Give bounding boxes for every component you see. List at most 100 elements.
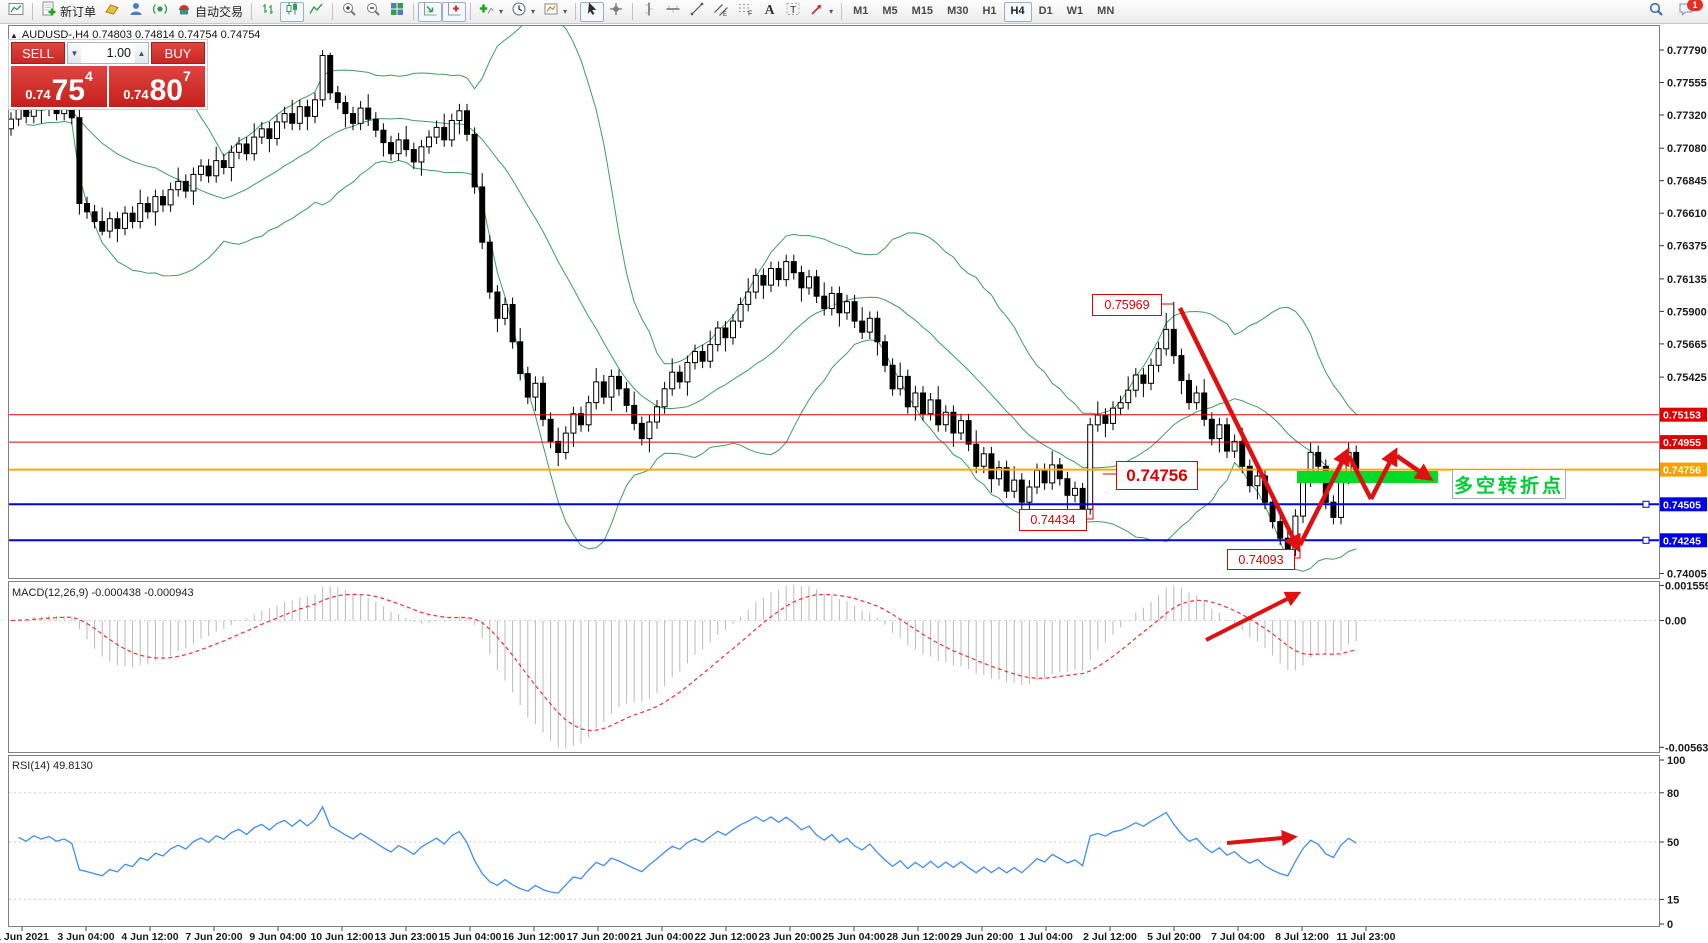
rsi-indicator-label: RSI(14) 49.8130 (12, 760, 93, 772)
svg-text:7 Jun 20:00: 7 Jun 20:00 (185, 931, 242, 943)
callout-connector (1293, 549, 1301, 559)
price-callout-0.74756[interactable]: 0.74756 (1116, 461, 1198, 490)
bar-chart-button[interactable] (256, 2, 280, 22)
timeframe-mn-button[interactable]: MN (1097, 4, 1115, 17)
chevron-down-icon: ▾ (829, 7, 834, 16)
chevron-down-icon: ▾ (531, 7, 536, 16)
sell-button[interactable]: SELL (11, 42, 65, 64)
svg-text:0.76610: 0.76610 (1667, 208, 1707, 220)
svg-text:0.75153: 0.75153 (1663, 410, 1701, 422)
zoom-out-button[interactable] (361, 2, 385, 22)
autotrade-button[interactable]: 自动交易 (172, 2, 247, 22)
trend-arrows[interactable] (1177, 307, 1434, 553)
profile-icon[interactable] (124, 2, 148, 22)
time-axis: 1 Jun 2021 3 Jun 04:00 4 Jun 12:00 7 Jun 20… (0, 927, 1396, 943)
svg-text:0.74005: 0.74005 (1667, 569, 1707, 581)
templates-button[interactable]: ▾ (539, 2, 571, 22)
deposit-icon[interactable] (100, 2, 124, 22)
toolbar-separator (575, 3, 577, 20)
volume-increase-button[interactable]: ▲ (135, 43, 148, 63)
timeframe-m5-button[interactable]: M5 (882, 4, 898, 17)
arrows-objects-button[interactable]: ▾ (805, 2, 837, 22)
svg-text:-0.005634: -0.005634 (1665, 742, 1708, 754)
svg-text:F: F (748, 11, 752, 18)
candles-layer (9, 50, 1360, 562)
indicators-icon (479, 1, 495, 22)
toolbar: 新订单 自动交易 ▾ ▾ ▾ E F A T ▾ M1 M5 M15 M30 H1 H4 D1 W1 MN 1 (0, 0, 1708, 24)
notification-badge: 1 (1687, 0, 1703, 11)
rsi-panel[interactable] (8, 755, 1660, 927)
svg-text:0.74756: 0.74756 (1663, 465, 1701, 477)
line-chart-button[interactable] (304, 2, 328, 22)
buy-button[interactable]: BUY (151, 42, 205, 64)
chat-button[interactable]: 1 (1674, 0, 1703, 22)
svg-text:13 Jun 23:00: 13 Jun 23:00 (374, 931, 437, 943)
turning-point-text-label[interactable]: 多空转折点 (1452, 469, 1566, 499)
macd-indicator-label: MACD(12,26,9) -0.000438 -0.000943 (12, 587, 194, 599)
fibonacci-button[interactable]: F (733, 2, 757, 22)
zoom-in-button[interactable] (337, 2, 361, 22)
tile-windows-button[interactable] (385, 2, 409, 22)
svg-text:5 Jul 20:00: 5 Jul 20:00 (1147, 931, 1201, 943)
price-callout-0.74093[interactable]: 0.74093 (1227, 549, 1295, 570)
svg-text:28 Jun 12:00: 28 Jun 12:00 (886, 931, 949, 943)
price-callout-0.74434[interactable]: 0.74434 (1019, 509, 1087, 531)
rsi-arrow[interactable] (1226, 830, 1298, 846)
new-order-button[interactable]: 新订单 (37, 1, 100, 22)
timeframe-m1-button[interactable]: M1 (853, 4, 869, 17)
sell-price-big: 75 (51, 74, 85, 108)
deposit-icon-icon (104, 1, 120, 22)
svg-text:23 Jun 20:00: 23 Jun 20:00 (758, 931, 821, 943)
sell-price[interactable]: 0.74 75 4 (11, 66, 107, 107)
timeframe-d1-button[interactable]: D1 (1038, 4, 1053, 17)
one-click-trading-panel: SELL ▼ ▲ BUY 0.74 75 4 0.74 80 7 (8, 39, 208, 110)
crosshair-button[interactable] (604, 2, 628, 22)
sell-price-small: 0.74 (25, 86, 51, 102)
timeframe-h4-button[interactable]: H4 (1003, 1, 1032, 22)
svg-text:0.77080: 0.77080 (1667, 143, 1707, 155)
volume-decrease-button[interactable]: ▼ (68, 43, 81, 63)
volume-input[interactable] (81, 43, 135, 63)
auto-scroll-button[interactable] (418, 1, 443, 22)
svg-text:15 Jun 04:00: 15 Jun 04:00 (438, 931, 501, 943)
buy-price[interactable]: 0.74 80 7 (109, 66, 205, 107)
indicators-button[interactable]: ▾ (475, 2, 507, 22)
svg-text:9 Jun 04:00: 9 Jun 04:00 (249, 931, 306, 943)
cursor-button[interactable] (580, 1, 605, 22)
svg-text:2 Jul 12:00: 2 Jul 12:00 (1083, 931, 1137, 943)
chart-shift-button[interactable] (442, 1, 467, 22)
symbol-ohlc-line: ▲ AUDUSD-,H4 0.74803 0.74814 0.74754 0.74… (10, 29, 260, 41)
horizontal-line-0.74245[interactable] (9, 536, 1659, 544)
turning-point-zone[interactable] (1297, 471, 1438, 483)
toolbar-separator (251, 3, 253, 20)
text-button[interactable]: A (757, 2, 781, 22)
chevron-down-icon: ▾ (563, 7, 568, 16)
svg-text:T: T (790, 4, 797, 16)
svg-text:0.74955: 0.74955 (1663, 437, 1701, 449)
text-label-button[interactable]: T (781, 2, 805, 22)
candlestick-chart-button[interactable] (280, 1, 305, 22)
macd-arrow[interactable] (1205, 591, 1302, 642)
horizontal-line-button[interactable] (661, 2, 685, 22)
timeframe-m30-button[interactable]: M30 (947, 4, 969, 17)
line-chart-icon (308, 1, 324, 22)
periods-button[interactable]: ▾ (507, 2, 539, 22)
macd-panel[interactable] (8, 581, 1660, 753)
svg-text:E: E (723, 12, 727, 17)
horizontal-line-0.74505[interactable] (9, 500, 1659, 508)
equidistant-channel-button[interactable]: E (709, 2, 733, 22)
timeframe-h1-button[interactable]: H1 (982, 4, 997, 17)
svg-text:0.77790: 0.77790 (1667, 45, 1707, 57)
trendline-button[interactable] (685, 2, 709, 22)
search-button[interactable] (1644, 2, 1668, 22)
timeframe-w1-button[interactable]: W1 (1066, 4, 1084, 17)
vertical-line-button[interactable] (637, 2, 661, 22)
collapse-panel-icon[interactable]: ▲ (10, 31, 18, 40)
price-callout-0.75969[interactable]: 0.75969 (1092, 294, 1162, 316)
toolbar-separator (332, 3, 334, 20)
app-icon-icon (8, 1, 24, 22)
signals-icon[interactable] (148, 2, 172, 22)
fibonacci-icon: F (737, 1, 753, 22)
timeframe-m15-button[interactable]: M15 (911, 4, 934, 17)
